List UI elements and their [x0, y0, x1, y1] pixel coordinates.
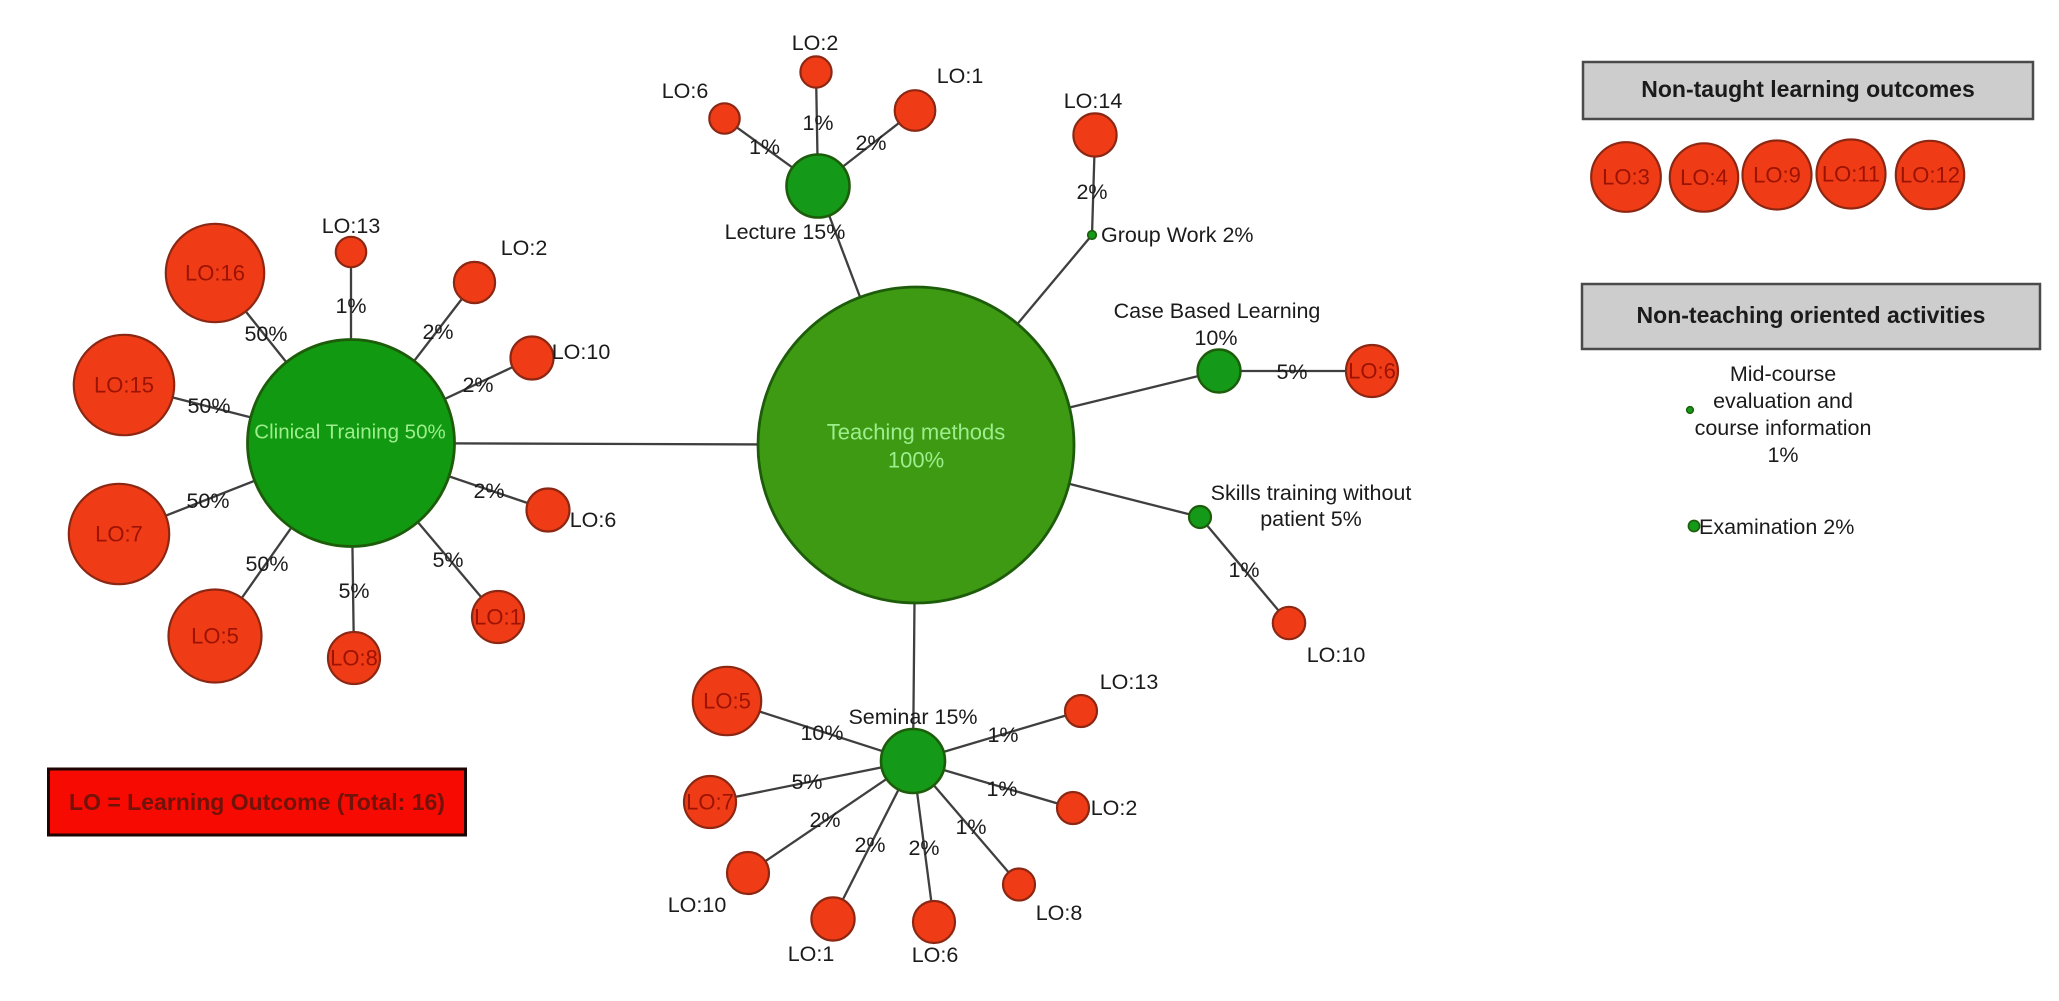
svg-text:LO:6: LO:6	[662, 79, 709, 103]
svg-text:LO:10: LO:10	[1307, 643, 1366, 667]
svg-text:2%: 2%	[473, 479, 504, 503]
svg-text:2%: 2%	[462, 373, 493, 397]
svg-text:5%: 5%	[791, 770, 822, 794]
svg-text:LO:15: LO:15	[94, 373, 154, 398]
svg-text:LO:10: LO:10	[668, 893, 727, 917]
svg-text:5%: 5%	[432, 548, 463, 572]
svg-text:Lecture 15%: Lecture 15%	[725, 220, 846, 244]
svg-text:LO:16: LO:16	[185, 261, 245, 286]
svg-text:Mid-course: Mid-course	[1730, 362, 1836, 386]
svg-text:50%: 50%	[187, 394, 230, 418]
svg-text:2%: 2%	[855, 131, 886, 155]
svg-text:5%: 5%	[1276, 360, 1307, 384]
svg-text:LO:9: LO:9	[1753, 163, 1801, 188]
svg-text:1%: 1%	[987, 723, 1018, 747]
svg-text:LO:1: LO:1	[474, 605, 522, 630]
svg-text:LO:2: LO:2	[501, 236, 548, 260]
svg-text:1%: 1%	[1767, 443, 1798, 467]
svg-text:LO:2: LO:2	[1091, 796, 1138, 820]
svg-text:2%: 2%	[809, 808, 840, 832]
svg-text:Seminar 15%: Seminar 15%	[848, 705, 977, 729]
svg-text:LO:6: LO:6	[570, 508, 617, 532]
svg-text:1%: 1%	[335, 294, 366, 318]
svg-text:LO = Learning Outcome (Total:: LO = Learning Outcome (Total: 16)	[69, 789, 445, 815]
svg-text:Examination 2%: Examination 2%	[1699, 515, 1854, 539]
svg-text:1%: 1%	[802, 111, 833, 135]
svg-text:LO:6: LO:6	[912, 943, 959, 967]
svg-text:LO:5: LO:5	[191, 624, 239, 649]
svg-text:10%: 10%	[800, 721, 843, 745]
svg-text:LO:6: LO:6	[1348, 359, 1396, 384]
svg-text:LO:1: LO:1	[937, 64, 984, 88]
svg-text:Non-taught learning outcomes: Non-taught learning outcomes	[1641, 76, 1975, 102]
svg-text:LO:8: LO:8	[330, 646, 378, 671]
svg-text:LO:3: LO:3	[1602, 165, 1650, 190]
svg-text:1%: 1%	[1228, 558, 1259, 582]
svg-text:Non-teaching oriented activiti: Non-teaching oriented activities	[1637, 302, 1986, 328]
svg-text:50%: 50%	[244, 322, 287, 346]
svg-text:Case Based Learning: Case Based Learning	[1114, 299, 1321, 323]
svg-text:50%: 50%	[186, 489, 229, 513]
svg-text:5%: 5%	[338, 579, 369, 603]
svg-text:LO:10: LO:10	[552, 340, 611, 364]
svg-text:Skills training without: Skills training without	[1211, 481, 1412, 505]
svg-text:LO:7: LO:7	[686, 790, 734, 815]
svg-text:LO:12: LO:12	[1900, 163, 1960, 188]
svg-text:LO:7: LO:7	[95, 522, 143, 547]
svg-text:2%: 2%	[1076, 180, 1107, 204]
svg-text:evaluation and: evaluation and	[1713, 389, 1853, 413]
svg-text:1%: 1%	[749, 135, 780, 159]
svg-text:LO:13: LO:13	[1100, 670, 1159, 694]
svg-text:LO:5: LO:5	[703, 689, 751, 714]
svg-text:10%: 10%	[1194, 326, 1237, 350]
svg-text:2%: 2%	[854, 833, 885, 857]
svg-text:LO:4: LO:4	[1680, 165, 1728, 190]
svg-text:100%: 100%	[888, 448, 944, 473]
svg-text:LO:14: LO:14	[1064, 89, 1123, 113]
svg-text:patient 5%: patient 5%	[1260, 507, 1362, 531]
svg-text:1%: 1%	[955, 815, 986, 839]
svg-text:1%: 1%	[986, 777, 1017, 801]
svg-text:Clinical Training 50%: Clinical Training 50%	[254, 421, 445, 444]
svg-text:LO:11: LO:11	[1822, 162, 1880, 187]
svg-text:LO:8: LO:8	[1036, 901, 1083, 925]
svg-text:course information: course information	[1695, 416, 1872, 440]
svg-text:50%: 50%	[245, 552, 288, 576]
svg-text:2%: 2%	[422, 320, 453, 344]
svg-text:Group Work 2%: Group Work 2%	[1101, 223, 1254, 247]
svg-text:Teaching methods: Teaching methods	[827, 420, 1006, 445]
svg-text:LO:2: LO:2	[792, 31, 839, 55]
svg-text:LO:1: LO:1	[788, 942, 835, 966]
svg-text:2%: 2%	[908, 836, 939, 860]
svg-text:LO:13: LO:13	[322, 214, 381, 238]
